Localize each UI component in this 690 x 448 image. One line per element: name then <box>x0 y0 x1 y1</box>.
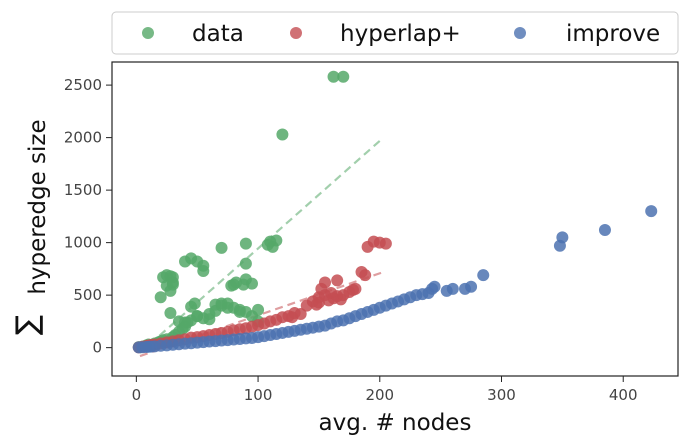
point-1-54 <box>379 237 392 250</box>
point-0-67 <box>270 234 283 247</box>
legend-marker-improve <box>514 27 526 39</box>
x-axis-ticks: 0 100 200 300 400 <box>132 376 638 404</box>
point-0-63 <box>252 303 265 316</box>
point-0-57 <box>233 305 246 318</box>
x-axis-label: avg. # nodes <box>319 410 472 436</box>
point-0-68 <box>276 128 289 141</box>
y-tick-label-2: 1000 <box>64 234 102 252</box>
data-points <box>132 70 658 354</box>
point-0-43 <box>191 310 204 323</box>
point-2-56 <box>465 280 478 293</box>
point-0-37 <box>164 284 177 297</box>
point-0-70 <box>337 70 350 83</box>
legend-label-hyperlap: hyperlap+ <box>340 21 461 47</box>
x-tick-label-4: 400 <box>609 386 638 404</box>
point-0-38 <box>164 306 177 319</box>
x-tick-label-1: 100 <box>244 386 273 404</box>
plot-area-frame <box>111 61 679 377</box>
y-tick-label-4: 2000 <box>64 129 102 147</box>
point-2-60 <box>598 224 611 237</box>
point-0-49 <box>203 313 216 326</box>
point-1-50 <box>359 269 372 282</box>
y-axis-label: hyperedge size <box>25 119 51 294</box>
point-2-57 <box>477 269 490 282</box>
point-2-54 <box>446 282 459 295</box>
point-2-61 <box>645 205 658 218</box>
y-tick-label-5: 2500 <box>64 76 102 94</box>
legend-label-data: data <box>192 21 244 47</box>
y-axis-label-symbol: ∑ <box>10 315 45 335</box>
point-0-42 <box>188 297 201 310</box>
legend-marker-data <box>142 27 154 39</box>
point-1-30 <box>294 308 307 321</box>
x-tick-label-0: 0 <box>132 386 142 404</box>
legend: data hyperlap+ improve <box>111 11 679 55</box>
point-0-60 <box>239 257 252 270</box>
point-0-69 <box>327 70 340 83</box>
x-tick-label-2: 200 <box>365 386 394 404</box>
y-tick-label-1: 500 <box>73 286 102 304</box>
y-tick-label-0: 0 <box>92 339 102 357</box>
point-0-48 <box>197 264 210 277</box>
point-0-40 <box>179 316 192 329</box>
point-0-62 <box>239 273 252 286</box>
point-0-59 <box>239 237 252 250</box>
point-1-48 <box>349 282 362 295</box>
legend-frame <box>111 11 679 55</box>
point-1-37 <box>319 276 332 289</box>
point-1-44 <box>331 274 344 287</box>
y-tick-label-3: 1500 <box>64 181 102 199</box>
point-2-52 <box>426 282 439 295</box>
x-tick-label-3: 300 <box>487 386 516 404</box>
legend-label-improve: improve <box>566 21 660 47</box>
point-0-53 <box>221 301 234 314</box>
y-axis-ticks: 0 500 1000 1500 2000 2500 <box>64 76 112 357</box>
point-2-59 <box>556 231 569 244</box>
point-0-29 <box>154 291 167 304</box>
legend-marker-hyperlap <box>290 27 302 39</box>
point-0-52 <box>215 241 228 254</box>
